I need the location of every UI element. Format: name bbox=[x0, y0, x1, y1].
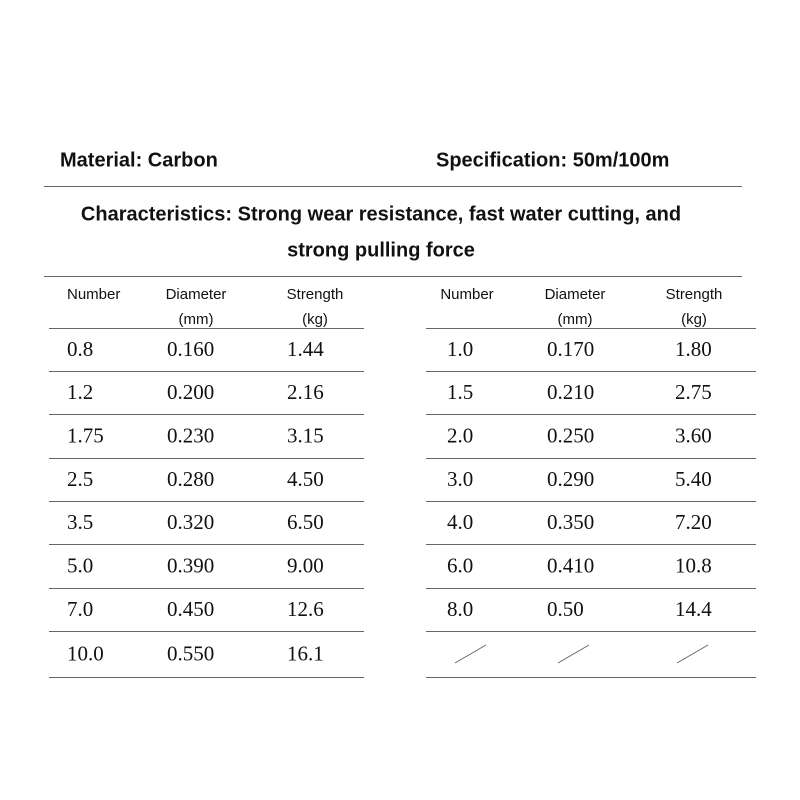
cell: 1.44 bbox=[287, 337, 324, 361]
cell: 0.450 bbox=[167, 597, 214, 621]
cell: 6.0 bbox=[447, 553, 473, 577]
empty-slash bbox=[676, 644, 709, 664]
cell: 0.50 bbox=[547, 597, 584, 621]
cell: 0.550 bbox=[167, 641, 214, 665]
column-header: (mm) bbox=[558, 311, 593, 328]
column-header: Diameter bbox=[545, 286, 606, 303]
cell: 0.170 bbox=[547, 337, 594, 361]
cell: 3.60 bbox=[675, 423, 712, 447]
cell: 0.320 bbox=[167, 510, 214, 534]
cell: 1.80 bbox=[675, 337, 712, 361]
cell: 8.0 bbox=[447, 597, 473, 621]
cell: 1.75 bbox=[67, 423, 104, 447]
column-header: (kg) bbox=[302, 311, 328, 328]
cell: 3.0 bbox=[447, 467, 473, 491]
column-header: Strength bbox=[666, 286, 723, 303]
cell: 0.230 bbox=[167, 423, 214, 447]
cell: 9.00 bbox=[287, 553, 324, 577]
cell: 2.0 bbox=[447, 423, 473, 447]
cell: 1.2 bbox=[67, 380, 93, 404]
cell: 5.40 bbox=[675, 467, 712, 491]
cell: 2.5 bbox=[67, 467, 93, 491]
column-header: (mm) bbox=[179, 311, 214, 328]
cell: 2.16 bbox=[287, 380, 324, 404]
column-header: Number bbox=[440, 286, 493, 303]
column-header: Diameter bbox=[166, 286, 227, 303]
cell: 0.280 bbox=[167, 467, 214, 491]
cell: 0.350 bbox=[547, 510, 594, 534]
cell: 0.290 bbox=[547, 467, 594, 491]
empty-slash bbox=[557, 644, 590, 664]
cell: 14.4 bbox=[675, 597, 712, 621]
column-header: (kg) bbox=[681, 311, 707, 328]
cell: 5.0 bbox=[67, 553, 93, 577]
cell: 0.250 bbox=[547, 423, 594, 447]
characteristics: Characteristics: Strong wear resistance,… bbox=[81, 203, 681, 225]
cell: 2.75 bbox=[675, 380, 712, 404]
cell: 12.6 bbox=[287, 597, 324, 621]
cell: 0.390 bbox=[167, 553, 214, 577]
cell: 0.8 bbox=[67, 337, 93, 361]
cell: 3.15 bbox=[287, 423, 324, 447]
cell: 10.8 bbox=[675, 553, 712, 577]
column-header: Strength bbox=[287, 286, 344, 303]
cell: 16.1 bbox=[287, 641, 324, 665]
cell: 7.0 bbox=[67, 597, 93, 621]
cell: 4.0 bbox=[447, 510, 473, 534]
specification: Specification: 50m/100m bbox=[436, 149, 669, 171]
cell: 4.50 bbox=[287, 467, 324, 491]
cell: 0.410 bbox=[547, 553, 594, 577]
material: Material: Carbon bbox=[60, 149, 218, 171]
column-header: Number bbox=[67, 286, 120, 303]
cell: 1.5 bbox=[447, 380, 473, 404]
cell: 7.20 bbox=[675, 510, 712, 534]
empty-slash bbox=[454, 644, 487, 664]
cell: 0.210 bbox=[547, 380, 594, 404]
cell: 1.0 bbox=[447, 337, 473, 361]
cell: 3.5 bbox=[67, 510, 93, 534]
cell: 10.0 bbox=[67, 641, 104, 665]
cell: 0.160 bbox=[167, 337, 214, 361]
cell: 0.200 bbox=[167, 380, 214, 404]
cell: 6.50 bbox=[287, 510, 324, 534]
characteristics: strong pulling force bbox=[287, 239, 475, 261]
